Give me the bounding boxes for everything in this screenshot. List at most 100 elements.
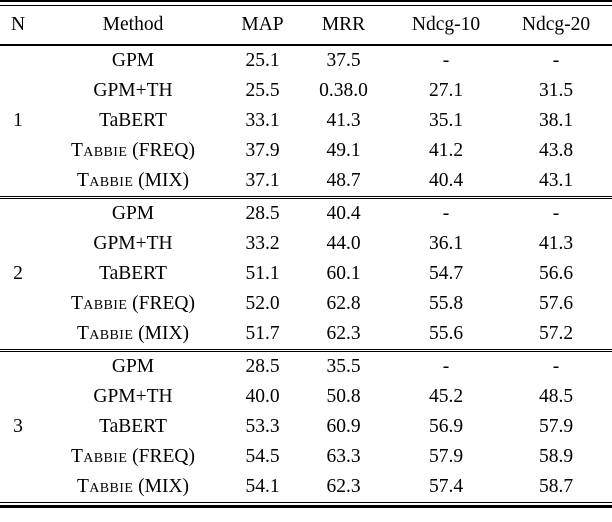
column-header-mrr: MRR (295, 6, 392, 46)
table-bottom-rule-outer (0, 505, 612, 508)
value-cell-ndcg20: - (552, 356, 560, 377)
value-cell-ndcg10: 41.2 (428, 140, 464, 161)
value-cell-ndcg10: 27.1 (428, 80, 464, 101)
table-row: 3 GPM 28.5 35.5 - - (0, 351, 612, 437)
method-name: GPM (111, 356, 155, 377)
value-cell-ndcg20: 43.8 (538, 140, 574, 161)
method-cell: Tabbie (FREQ) (36, 442, 230, 472)
value-cell-mrr: 44.0 (326, 233, 361, 254)
value-cell-ndcg10: 40.4 (392, 166, 500, 199)
value-cell-mrr: 48.7 (295, 166, 392, 199)
value-cell-ndcg10: 55.8 (428, 293, 464, 314)
value-cell-ndcg20: 43.1 (500, 166, 612, 199)
value-cell-mrr: 60.1 (326, 263, 361, 284)
table-row: TaBERT 53.3 60.9 56.9 57.9 (0, 412, 612, 442)
method-name: GPM+TH (93, 386, 173, 407)
table-row: Tabbie (MIX) 51.7 62.3 55.6 57.2 (0, 319, 612, 352)
value-cell-map: 37.1 (230, 166, 295, 199)
paper-results-table-page: N Method MAP MRR Ndcg-10 Ndcg-20 1 GPM 25.1 37.5… (0, 0, 612, 508)
results-table: N Method MAP MRR Ndcg-10 Ndcg-20 1 GPM 25.1 37.5… (0, 6, 612, 502)
method-name: (MIX) (133, 170, 190, 191)
value-cell-mrr: 62.3 (295, 319, 392, 352)
method-name-smallcaps: Tabbie (76, 476, 134, 497)
value-cell-ndcg20: 41.3 (538, 233, 574, 254)
method-name: TaBERT (99, 110, 167, 131)
method-cell: GPM (36, 45, 230, 76)
method-name: GPM (111, 203, 155, 224)
value-cell-ndcg10: 45.2 (428, 386, 464, 407)
value-cell-ndcg10: 54.7 (428, 263, 464, 284)
method-name: GPM+TH (93, 233, 173, 254)
table-row: TaBERT 33.1 41.3 35.1 38.1 (0, 106, 612, 136)
method-name: (FREQ) (127, 293, 196, 314)
method-name-smallcaps: Tabbie (70, 293, 128, 314)
column-header-ndcg-20: Ndcg-20 (500, 6, 612, 46)
value-cell-map: 51.7 (230, 319, 295, 352)
value-cell-map: 33.1 (245, 110, 280, 131)
value-cell-ndcg20: 48.5 (538, 386, 574, 407)
table-row: Tabbie (FREQ) 37.9 49.1 41.2 43.8 (0, 136, 612, 166)
method-cell: GPM (36, 351, 230, 383)
value-cell-ndcg10: - (442, 203, 450, 224)
value-cell-ndcg10: - (442, 50, 450, 71)
method-name: GPM (111, 50, 155, 71)
value-cell-ndcg20: 31.5 (538, 80, 574, 101)
value-cell-mrr: 41.3 (326, 110, 361, 131)
table-row: GPM+TH 40.0 50.8 45.2 48.5 (0, 382, 612, 412)
value-cell-map: 51.1 (245, 263, 280, 284)
value-cell-mrr: 49.1 (326, 140, 361, 161)
method-cell: Tabbie (MIX) (36, 472, 230, 502)
method-name-smallcaps: Tabbie (70, 140, 128, 161)
method-name: (MIX) (133, 476, 190, 497)
value-cell-map: 25.1 (245, 50, 280, 71)
value-cell-map: 28.5 (245, 356, 280, 377)
method-name-smallcaps: Tabbie (70, 446, 128, 467)
value-cell-ndcg20: 38.1 (538, 110, 574, 131)
table-row: Tabbie (MIX) 37.1 48.7 40.4 43.1 (0, 166, 612, 199)
method-name: (FREQ) (127, 446, 196, 467)
method-cell: Tabbie (FREQ) (36, 136, 230, 166)
value-cell-map: 33.2 (245, 233, 280, 254)
value-cell-ndcg10: - (442, 356, 450, 377)
method-name-smallcaps: Tabbie (76, 170, 134, 191)
table-bottom-rule-inner (0, 502, 612, 503)
method-cell: GPM+TH (36, 76, 230, 106)
value-cell-ndcg20: 57.2 (500, 319, 612, 352)
method-cell: Tabbie (MIX) (36, 166, 230, 199)
value-cell-ndcg10: 57.9 (428, 446, 464, 467)
value-cell-ndcg20: 57.6 (538, 293, 574, 314)
value-cell-map: 28.5 (245, 203, 280, 224)
method-name: (FREQ) (127, 140, 196, 161)
method-cell: TaBERT (36, 412, 230, 442)
value-cell-ndcg10: 35.1 (428, 110, 464, 131)
value-cell-mrr: 40.4 (326, 203, 361, 224)
method-cell: GPM+TH (36, 229, 230, 259)
method-name: GPM+TH (93, 80, 173, 101)
column-header-method: Method (36, 6, 230, 46)
method-cell: TaBERT (36, 106, 230, 136)
table-row: Tabbie (FREQ) 54.5 63.3 57.9 58.9 (0, 442, 612, 472)
table-row: GPM+TH 25.5 0.38.0 27.1 31.5 (0, 76, 612, 106)
column-header-n: N (0, 6, 36, 46)
table-header: N Method MAP MRR Ndcg-10 Ndcg-20 (0, 6, 612, 46)
value-cell-map: 53.3 (245, 416, 280, 437)
value-cell-ndcg20: 58.9 (538, 446, 574, 467)
table-row: 1 GPM 25.1 37.5 - - (0, 45, 612, 199)
method-cell: Tabbie (MIX) (36, 319, 230, 352)
value-cell-mrr: 62.3 (326, 476, 361, 497)
column-header-map: MAP (230, 6, 295, 46)
table-header-row: N Method MAP MRR Ndcg-10 Ndcg-20 (0, 6, 612, 46)
group-n-value: 1 (0, 45, 36, 199)
value-cell-mrr: 62.8 (326, 293, 361, 314)
value-cell-ndcg10: 55.6 (392, 319, 500, 352)
value-cell-ndcg10: 57.4 (428, 476, 464, 497)
value-cell-map: 37.9 (245, 140, 280, 161)
value-cell-map: 54.5 (245, 446, 280, 467)
table-row: TaBERT 51.1 60.1 54.7 56.6 (0, 259, 612, 289)
group-n-value: 3 (13, 416, 23, 437)
method-cell: GPM+TH (36, 382, 230, 412)
value-cell-ndcg10: 56.9 (428, 416, 464, 437)
table-top-rule-outer (0, 0, 612, 2)
value-cell-map: 25.5 (245, 80, 280, 101)
group-n-value: 2 (0, 197, 36, 352)
